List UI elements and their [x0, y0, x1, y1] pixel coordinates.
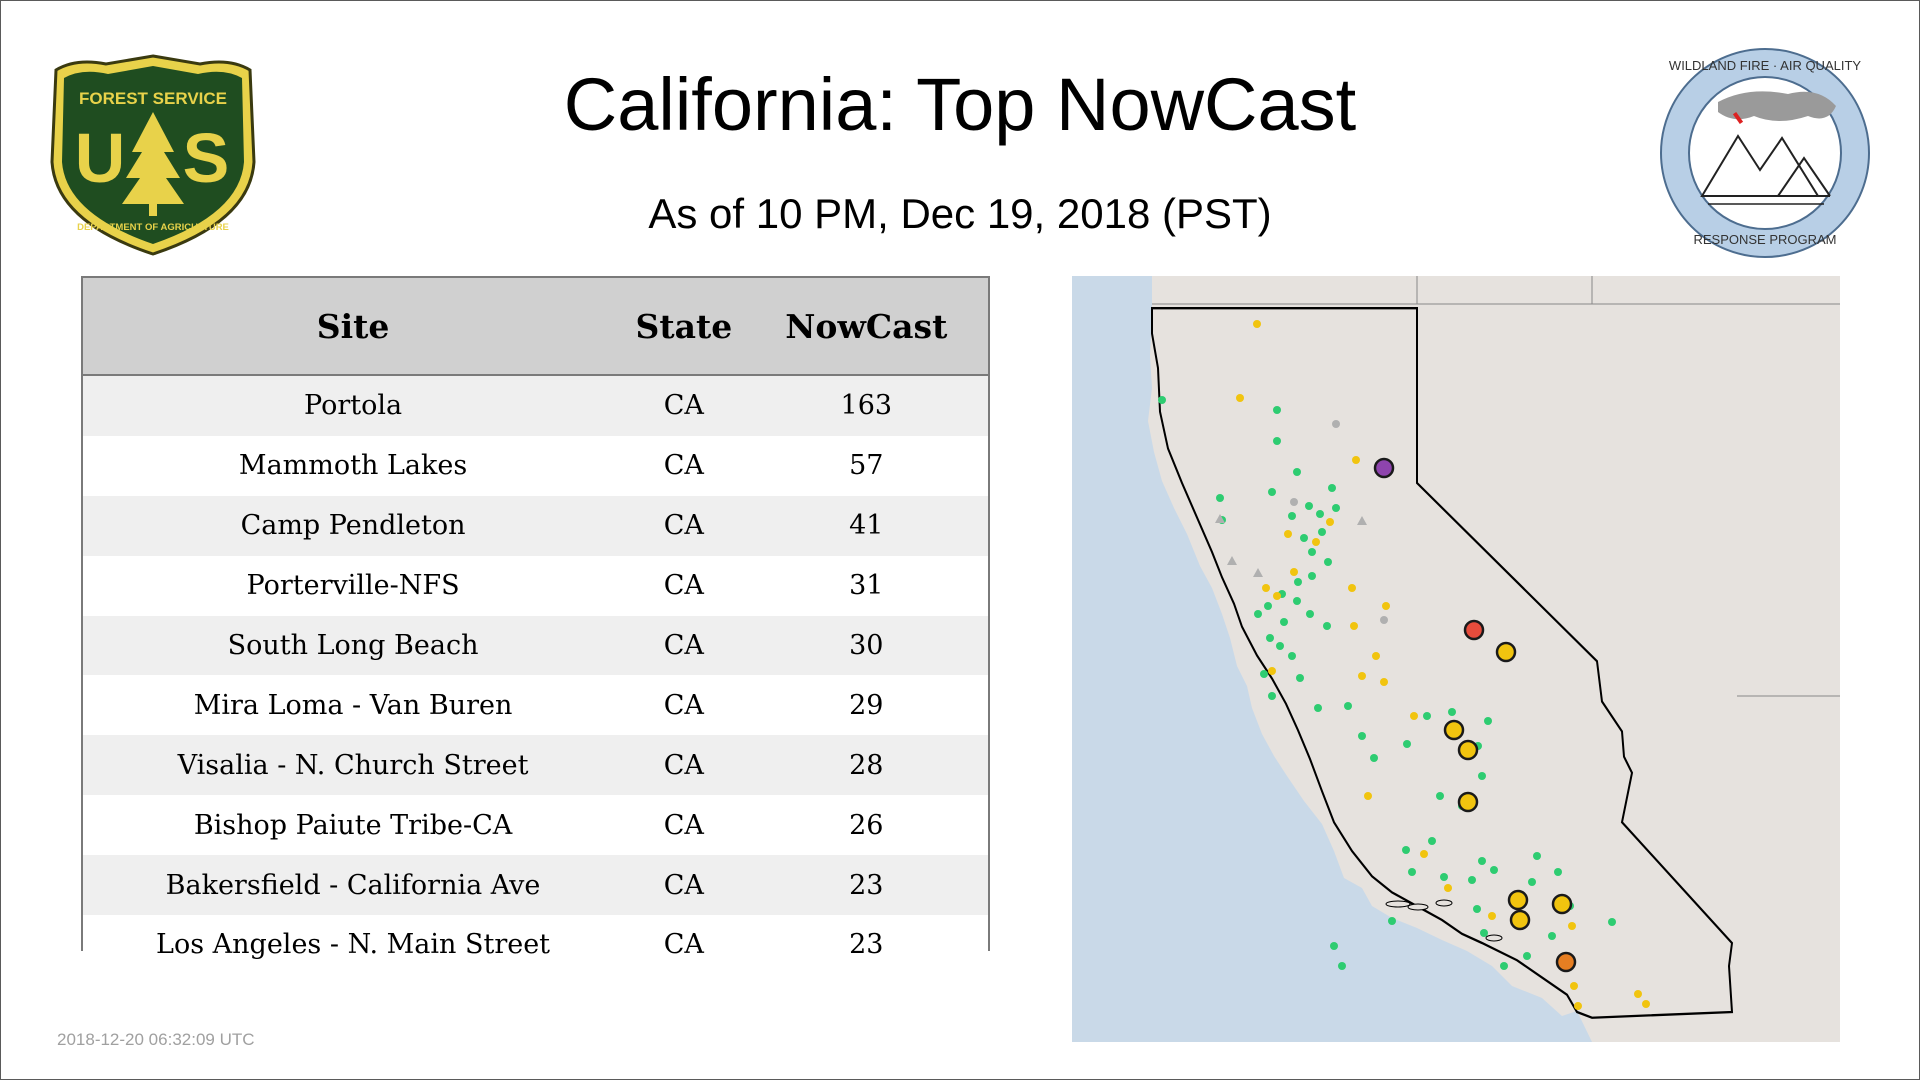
cell-site: Bakersfield - California Ave — [83, 855, 624, 916]
cell-site: Porterville-NFS — [83, 555, 624, 616]
no-data-stations — [1215, 420, 1388, 624]
cell-state: CA — [623, 675, 745, 736]
cell-state: CA — [623, 435, 745, 496]
cell-state: CA — [623, 915, 745, 975]
header-nowcast: NowCast — [744, 278, 988, 376]
cell-site: Camp Pendleton — [83, 495, 624, 556]
land-area — [1148, 276, 1840, 1042]
page-subtitle: As of 10 PM, Dec 19, 2018 (PST) — [648, 190, 1272, 237]
cell-nowcast: 31 — [744, 555, 988, 616]
cell-nowcast: 23 — [744, 915, 988, 975]
table-row: Mira Loma - Van Buren CA 29 — [83, 675, 988, 736]
table-row: Portola CA 163 — [83, 375, 988, 436]
page-title: California: Top NowCast — [563, 63, 1357, 146]
good-stations — [1158, 396, 1616, 970]
cell-state: CA — [623, 855, 745, 916]
cell-site: Mira Loma - Van Buren — [83, 675, 624, 736]
table-row: Los Angeles - N. Main Street CA 23 — [83, 915, 988, 975]
usfs-top-text: FOREST SERVICE — [79, 89, 227, 108]
svg-text:U: U — [75, 119, 126, 197]
table-row: Mammoth Lakes CA 57 — [83, 435, 988, 496]
cell-state: CA — [623, 735, 745, 796]
cell-state: CA — [623, 615, 745, 676]
cell-state: CA — [623, 495, 745, 556]
cell-nowcast: 26 — [744, 795, 988, 856]
table-row: Porterville-NFS CA 31 — [83, 555, 988, 616]
cell-nowcast: 29 — [744, 675, 988, 736]
table-row: South Long Beach CA 30 — [83, 615, 988, 676]
table-row: Visalia - N. Church Street CA 28 — [83, 735, 988, 796]
cell-site: South Long Beach — [83, 615, 624, 676]
cell-site: Visalia - N. Church Street — [83, 735, 624, 796]
cell-nowcast: 28 — [744, 735, 988, 796]
cell-site: Los Angeles - N. Main Street — [83, 915, 624, 975]
cell-nowcast: 23 — [744, 855, 988, 916]
cell-nowcast: 30 — [744, 615, 988, 676]
cell-state: CA — [623, 795, 745, 856]
cell-state: CA — [623, 375, 745, 436]
header-site: Site — [83, 278, 624, 376]
table-row: Bishop Paiute Tribe-CA CA 26 — [83, 795, 988, 856]
wfaq-bottom-text: RESPONSE PROGRAM — [1693, 232, 1836, 247]
cell-site: Bishop Paiute Tribe-CA — [83, 795, 624, 856]
california-border — [1151, 307, 1734, 1019]
cell-nowcast: 41 — [744, 495, 988, 556]
table-row: Bakersfield - California Ave CA 23 — [83, 855, 988, 916]
cell-nowcast: 163 — [744, 375, 988, 436]
cell-state: CA — [623, 555, 745, 616]
channel-islands — [1385, 899, 1503, 942]
svg-text:S: S — [183, 119, 230, 197]
moderate-stations — [1236, 320, 1650, 1010]
table-row: Camp Pendleton CA 41 — [83, 495, 988, 556]
california-aq-map — [1072, 276, 1840, 1042]
usfs-shield-icon: FOREST SERVICE U S DEPARTMENT OF AGRICUL… — [50, 54, 256, 256]
wfaq-top-text: WILDLAND FIRE · AIR QUALITY — [1669, 58, 1861, 73]
usfs-bottom-text: DEPARTMENT OF AGRICULTURE — [77, 222, 229, 233]
cell-site: Portola — [83, 375, 624, 436]
cell-nowcast: 57 — [744, 435, 988, 496]
generated-timestamp: 2018-12-20 06:32:09 UTC — [57, 1030, 255, 1049]
cell-site: Mammoth Lakes — [83, 435, 624, 496]
top-site-markers — [1373, 457, 1577, 973]
nowcast-table: Site State NowCast Portola CA 163 Mammot… — [81, 276, 990, 975]
wfaq-mountains-icon: WILDLAND FIRE · AIR QUALITY RESPONSE PRO… — [1660, 48, 1870, 258]
header-state: State — [623, 278, 745, 376]
